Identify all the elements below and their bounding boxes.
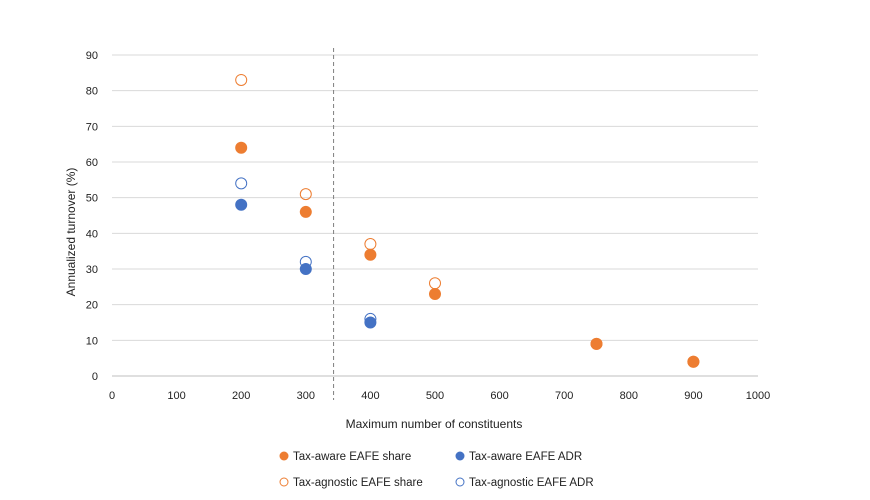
legend-item-tax-agnostic-eafe-share: Tax-agnostic EAFE share xyxy=(279,477,423,489)
data-points xyxy=(235,73,700,368)
gridlines xyxy=(112,54,758,341)
x-tick-label-300: 300 xyxy=(297,390,315,402)
x-tick-label-900: 900 xyxy=(684,390,702,402)
x-tick-label-700: 700 xyxy=(555,390,573,402)
legend-marker-tax-agnostic-eafe-adr xyxy=(455,477,465,487)
y-tick-label-60: 60 xyxy=(86,157,98,169)
x-tick-label-200: 200 xyxy=(232,390,250,402)
x-tick-label-400: 400 xyxy=(361,390,379,402)
y-tick-label-30: 30 xyxy=(86,264,98,276)
point-tax-aware-eafe-adr-2 xyxy=(364,316,377,329)
legend: Tax-aware EAFE share Tax-aware EAFE ADR … xyxy=(279,451,594,489)
legend-item-tax-agnostic-eafe-adr: Tax-agnostic EAFE ADR xyxy=(455,477,594,489)
point-tax-aware-eafe-adr-1 xyxy=(299,263,312,275)
point-tax-aware-eafe-share-2 xyxy=(364,248,377,261)
legend-marker-tax-agnostic-eafe-share xyxy=(279,477,289,487)
x-tick-label-1000: 1000 xyxy=(746,390,770,402)
y-tick-label-10: 10 xyxy=(86,335,98,347)
y-tick-label-0: 0 xyxy=(92,371,98,383)
x-tick-label-0: 0 xyxy=(109,390,115,402)
legend-marker-tax-aware-eafe-share xyxy=(279,451,289,461)
y-tick-label-50: 50 xyxy=(86,193,98,205)
point-tax-agnostic-eafe-adr-0 xyxy=(235,177,248,190)
point-tax-aware-eafe-share-5 xyxy=(687,355,700,368)
legend-label-tax-aware-eafe-adr: Tax-aware EAFE ADR xyxy=(469,451,582,463)
y-tick-label-80: 80 xyxy=(86,86,98,98)
legend-item-tax-aware-eafe-share: Tax-aware EAFE share xyxy=(279,451,411,463)
y-tick-label-20: 20 xyxy=(86,300,98,312)
legend-item-tax-aware-eafe-adr: Tax-aware EAFE ADR xyxy=(455,451,582,463)
y-axis-title: Annualized turnover (%) xyxy=(64,168,78,297)
point-tax-agnostic-eafe-share-2 xyxy=(364,238,377,251)
point-tax-aware-eafe-share-4 xyxy=(590,337,603,350)
legend-label-tax-agnostic-eafe-adr: Tax-agnostic EAFE ADR xyxy=(469,477,594,489)
point-tax-aware-eafe-share-1 xyxy=(299,205,312,218)
point-tax-aware-eafe-share-0 xyxy=(235,141,248,154)
legend-label-tax-aware-eafe-share: Tax-aware EAFE share xyxy=(293,451,411,463)
x-tick-label-800: 800 xyxy=(620,390,638,402)
point-tax-agnostic-eafe-share-1 xyxy=(299,188,312,201)
x-tick-label-500: 500 xyxy=(426,390,444,402)
y-tick-label-70: 70 xyxy=(86,121,98,133)
point-tax-agnostic-eafe-share-0 xyxy=(235,73,248,86)
legend-label-tax-agnostic-eafe-share: Tax-agnostic EAFE share xyxy=(293,477,423,489)
x-tick-label-100: 100 xyxy=(167,390,185,402)
y-tick-label-40: 40 xyxy=(86,228,98,240)
x-axis-title: Maximum number of constituents xyxy=(346,417,523,431)
point-tax-aware-eafe-adr-0 xyxy=(235,198,248,211)
x-tick-label-600: 600 xyxy=(490,390,508,402)
legend-marker-tax-aware-eafe-adr xyxy=(455,451,465,461)
y-tick-label-90: 90 xyxy=(86,50,98,62)
point-tax-agnostic-eafe-share-3 xyxy=(429,277,441,290)
point-tax-aware-eafe-share-3 xyxy=(429,287,441,300)
